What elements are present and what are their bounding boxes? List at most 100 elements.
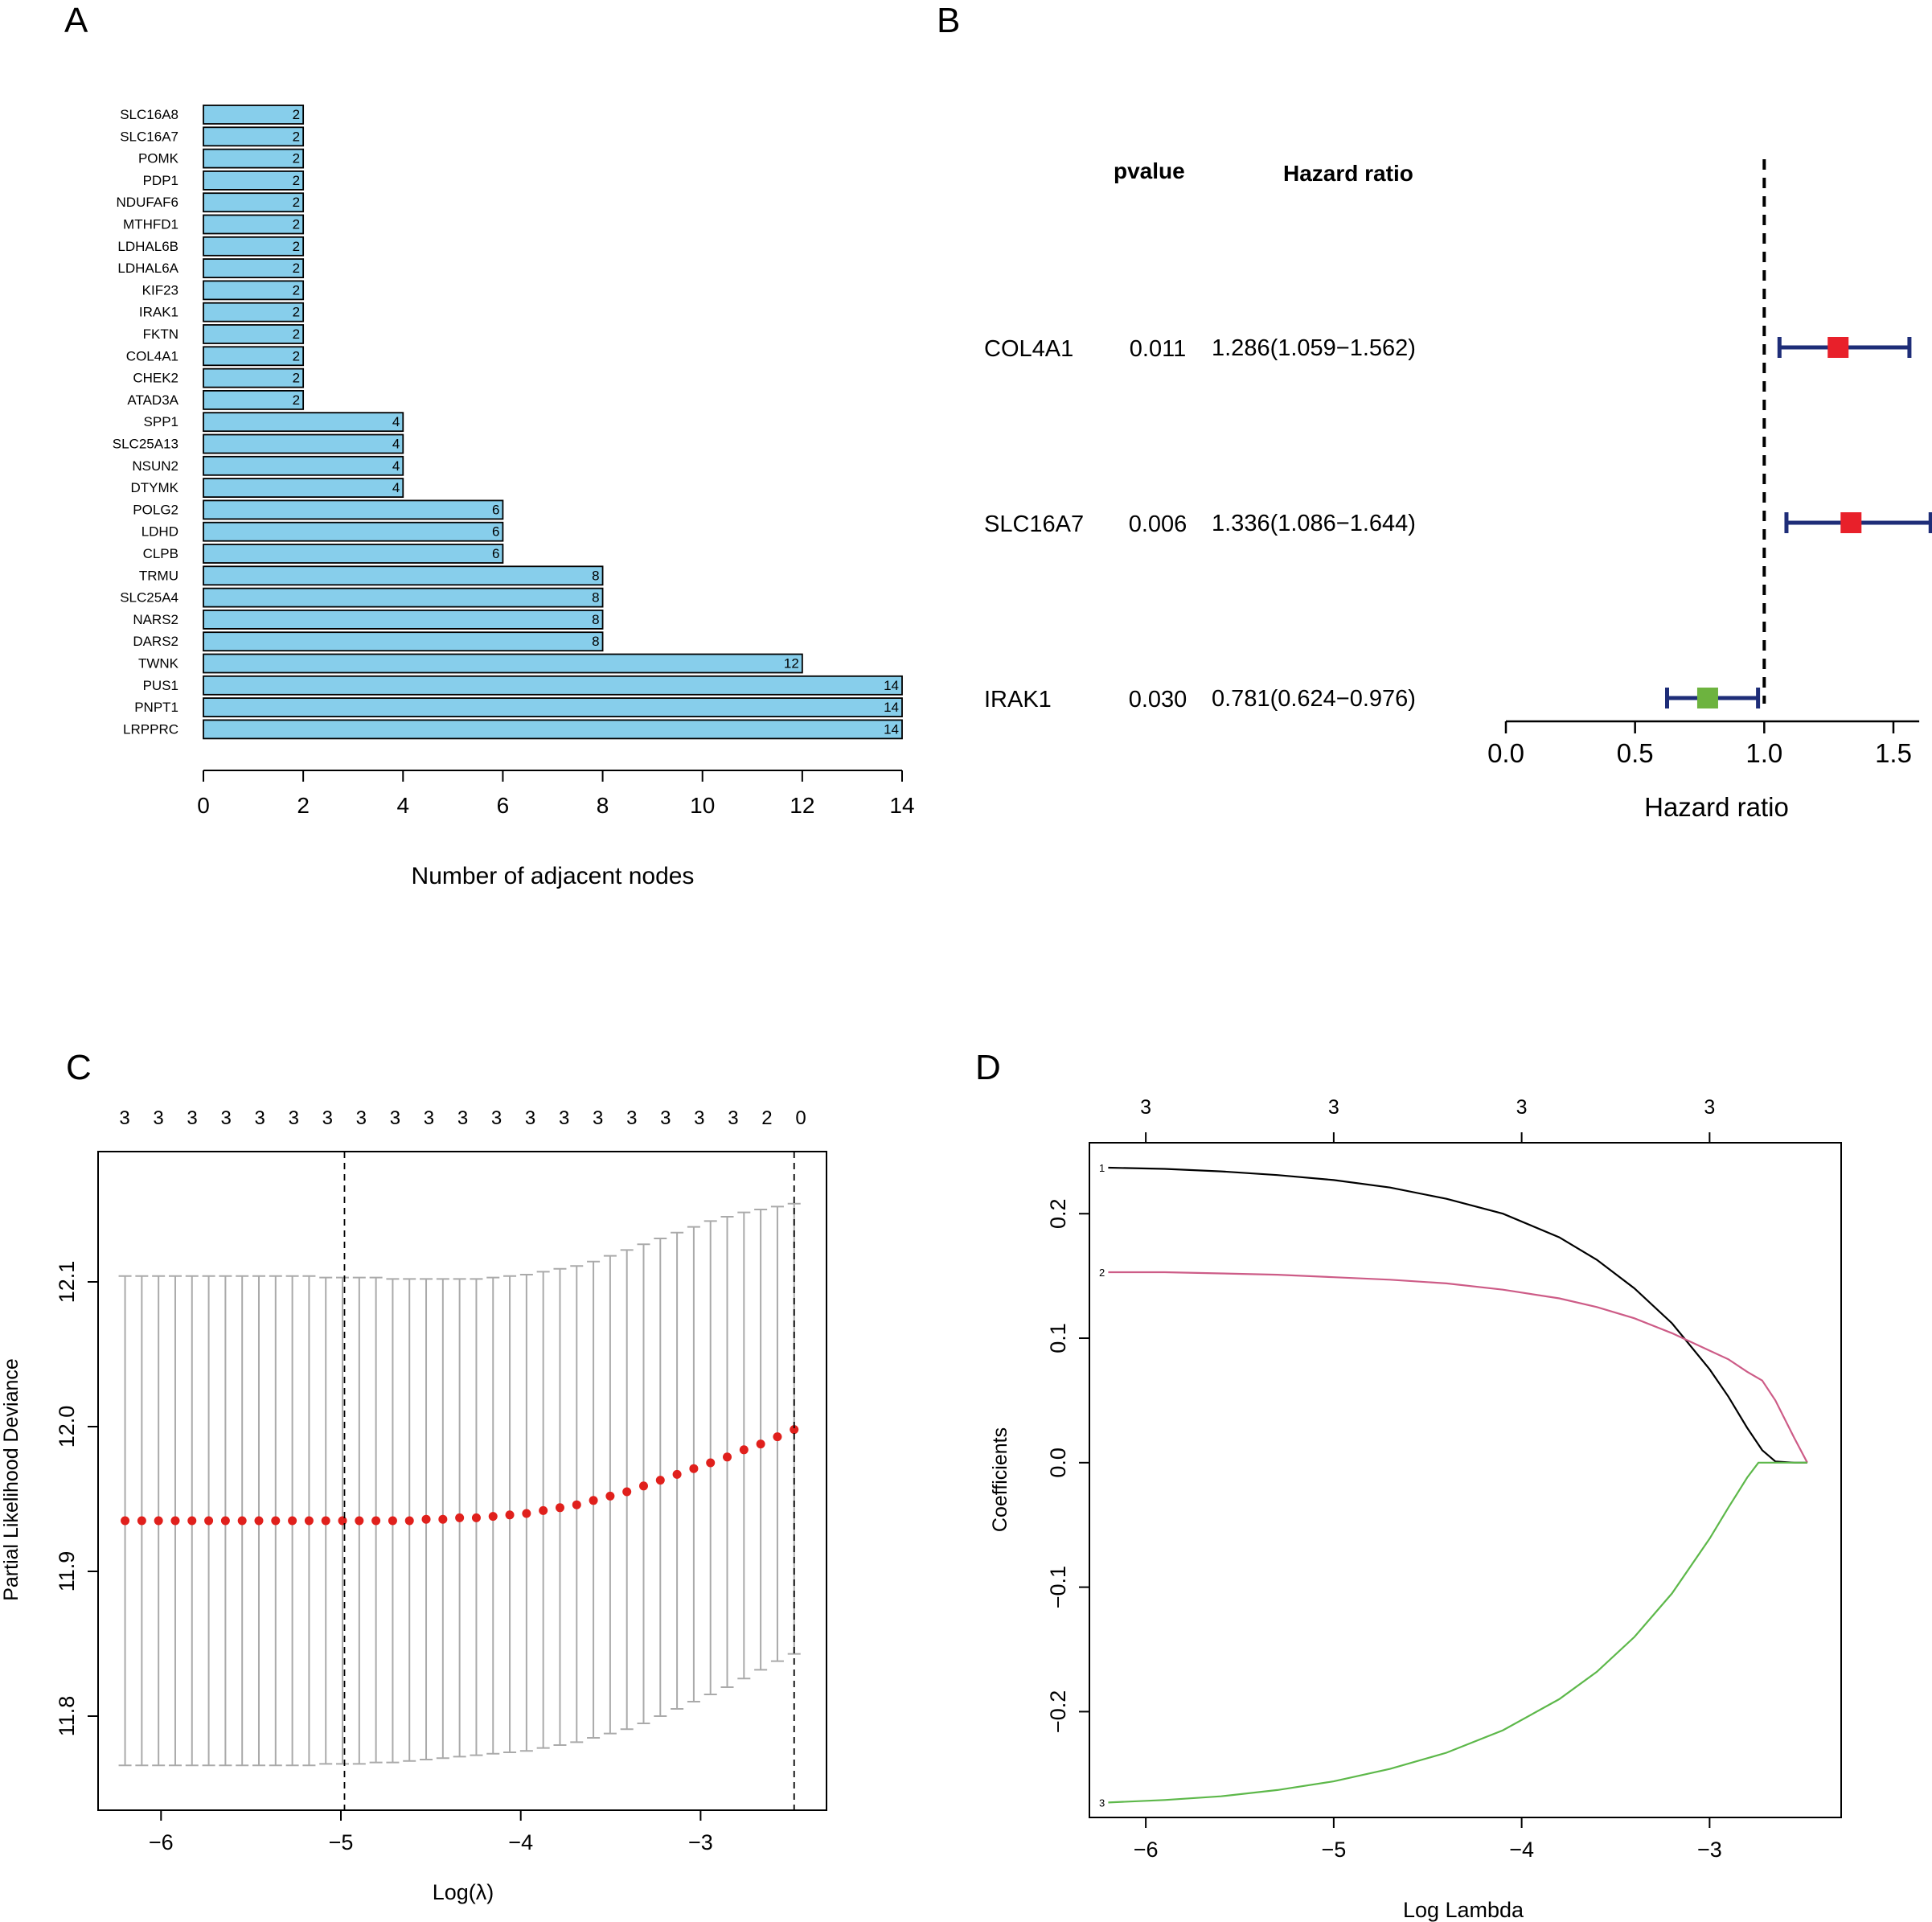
data-label-KIF23: 2 bbox=[293, 282, 300, 298]
cv-y-tick-label-12.1: 12.1 bbox=[55, 1261, 79, 1304]
cv-top-count: 3 bbox=[187, 1107, 197, 1129]
cv-point bbox=[672, 1469, 682, 1479]
category-label-TRMU: TRMU bbox=[139, 568, 178, 583]
forest-x-tick-label-0.0: 0.0 bbox=[1487, 738, 1524, 768]
cv-point bbox=[271, 1516, 281, 1526]
coef-x-axis-label: Log Lambda bbox=[1403, 1898, 1524, 1922]
category-label-SLC16A7: SLC16A7 bbox=[120, 129, 178, 144]
data-label-COL4A1: 2 bbox=[293, 348, 300, 363]
bar-SPP1 bbox=[203, 412, 404, 433]
cv-point bbox=[288, 1516, 297, 1526]
cv-plot-frame bbox=[97, 1151, 827, 1811]
coef-series-label-3: 3 bbox=[1099, 1797, 1105, 1809]
cv-point bbox=[756, 1439, 765, 1449]
x-tick-label-2: 2 bbox=[297, 793, 310, 818]
cv-y-tick-label-11.9: 11.9 bbox=[55, 1551, 79, 1592]
category-label-PUS1: PUS1 bbox=[143, 678, 178, 693]
data-label-SPP1: 4 bbox=[392, 414, 400, 429]
coef-series-label-1: 1 bbox=[1099, 1162, 1105, 1174]
category-label-NARS2: NARS2 bbox=[133, 612, 178, 627]
coef-x-tick-label--6: −6 bbox=[1134, 1838, 1159, 1862]
cv-point bbox=[555, 1503, 564, 1513]
cv-point bbox=[421, 1514, 431, 1524]
cv-point bbox=[371, 1516, 381, 1526]
data-label-DTYMK: 4 bbox=[392, 480, 400, 495]
category-label-FKTN: FKTN bbox=[143, 326, 178, 342]
cv-top-count: 3 bbox=[220, 1107, 231, 1129]
forest-pvalue-COL4A1: 0.011 bbox=[1130, 336, 1186, 362]
cv-point bbox=[204, 1516, 214, 1526]
bar-PUS1 bbox=[203, 675, 903, 696]
forest-gene-IRAK1: IRAK1 bbox=[984, 687, 1052, 713]
forest-point-SLC16A7 bbox=[1840, 512, 1862, 533]
data-label-LDHAL6A: 2 bbox=[293, 261, 300, 276]
coef-y-tick-label--0.1: −0.1 bbox=[1046, 1566, 1070, 1608]
cv-top-count: 3 bbox=[694, 1107, 704, 1129]
category-label-MTHFD1: MTHFD1 bbox=[123, 217, 178, 232]
coef-path-series-3 bbox=[1108, 1461, 1807, 1804]
bar-DARS2 bbox=[203, 631, 604, 652]
bar-TRMU bbox=[203, 565, 604, 586]
x-axis-label: Number of adjacent nodes bbox=[412, 863, 695, 889]
bar-POMK bbox=[203, 148, 305, 169]
panel-b-forest-plot: pvalue Hazard ratio Hazard ratio COL4A1 0… bbox=[984, 158, 1932, 822]
coef-top-label: 3 bbox=[1704, 1096, 1715, 1119]
bar-KIF23 bbox=[203, 280, 305, 301]
panel-a-bar-chart: SLC16A8 2 SLC16A7 2 POMK 2 PDP1 2 NDUFAF6 2 MTHFD1… bbox=[113, 105, 915, 889]
forest-hr-text-IRAK1: 0.781(0.624−0.976) bbox=[1212, 686, 1416, 712]
coef-y-tick-label-0.1: 0.1 bbox=[1046, 1323, 1070, 1353]
cv-point bbox=[638, 1481, 648, 1491]
cv-top-count: 3 bbox=[728, 1107, 738, 1129]
data-label-NSUN2: 4 bbox=[392, 458, 400, 474]
category-label-LDHAL6B: LDHAL6B bbox=[117, 239, 178, 254]
cv-top-count: 0 bbox=[795, 1107, 806, 1129]
panel-letter-d: D bbox=[975, 1048, 1001, 1087]
cv-top-count: 3 bbox=[119, 1107, 129, 1129]
forest-point-IRAK1 bbox=[1696, 688, 1718, 708]
bar-SLC25A4 bbox=[203, 587, 604, 608]
cv-point bbox=[790, 1425, 799, 1435]
cv-point bbox=[706, 1458, 716, 1468]
bar-CHEK2 bbox=[203, 368, 305, 388]
cv-x-tick-label--3: −3 bbox=[688, 1830, 713, 1854]
data-label-FKTN: 2 bbox=[293, 326, 300, 342]
forest-header-hazard-ratio: Hazard ratio bbox=[1283, 161, 1413, 186]
cv-top-count: 3 bbox=[457, 1107, 468, 1129]
category-label-LDHD: LDHD bbox=[142, 524, 178, 540]
bar-SLC16A8 bbox=[203, 105, 305, 125]
category-label-POMK: POMK bbox=[138, 151, 179, 166]
bar-NSUN2 bbox=[203, 455, 404, 476]
bar-LDHAL6A bbox=[203, 258, 305, 279]
x-tick-label-6: 6 bbox=[497, 793, 510, 818]
coef-y-tick-label-0: 0.0 bbox=[1046, 1448, 1070, 1478]
category-label-SLC25A13: SLC25A13 bbox=[113, 437, 178, 452]
cv-point bbox=[572, 1500, 581, 1509]
coef-top-label: 3 bbox=[1516, 1096, 1528, 1119]
cv-point bbox=[655, 1476, 665, 1485]
bar-SLC16A7 bbox=[203, 126, 305, 147]
x-tick-label-0: 0 bbox=[197, 793, 210, 818]
bar-TWNK bbox=[203, 653, 803, 674]
bar-ATAD3A bbox=[203, 389, 305, 410]
category-label-KIF23: KIF23 bbox=[142, 282, 178, 298]
x-tick-label-8: 8 bbox=[597, 793, 609, 818]
cv-point bbox=[254, 1516, 264, 1526]
cv-point bbox=[404, 1516, 414, 1526]
forest-gene-COL4A1: COL4A1 bbox=[984, 336, 1073, 362]
data-label-CHEK2: 2 bbox=[293, 371, 300, 386]
data-label-CLPB: 6 bbox=[492, 546, 499, 561]
coef-path-series-2 bbox=[1108, 1271, 1808, 1464]
cv-x-tick-label--6: −6 bbox=[149, 1830, 174, 1854]
bar-SLC25A13 bbox=[203, 433, 404, 454]
cv-point bbox=[605, 1491, 615, 1501]
cv-top-count: 2 bbox=[761, 1107, 772, 1129]
cv-y-tick-label-11.8: 11.8 bbox=[55, 1696, 79, 1737]
coef-top-label: 3 bbox=[1140, 1096, 1151, 1119]
data-label-MTHFD1: 2 bbox=[293, 217, 300, 232]
cv-point bbox=[773, 1432, 782, 1442]
data-label-PNPT1: 14 bbox=[884, 700, 899, 715]
panel-letter-c: C bbox=[66, 1048, 92, 1087]
cv-y-tick-label-12: 12.0 bbox=[55, 1406, 79, 1448]
cv-point bbox=[622, 1487, 632, 1497]
category-label-LRPPRC: LRPPRC bbox=[123, 721, 178, 737]
